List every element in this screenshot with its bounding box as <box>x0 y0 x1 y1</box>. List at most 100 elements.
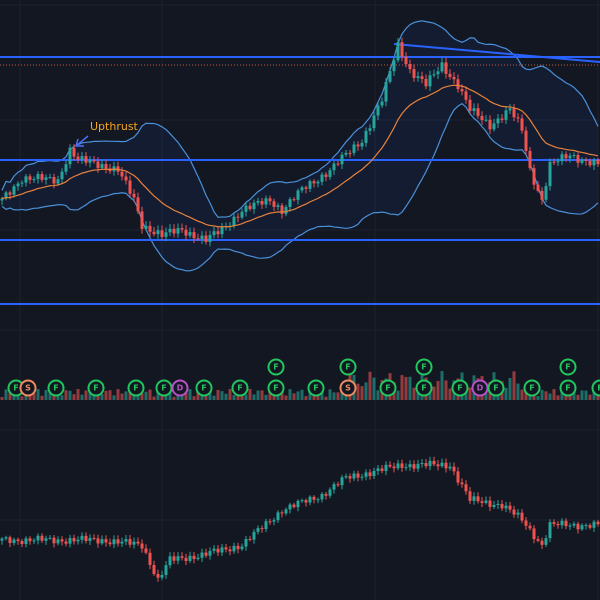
volume-bar <box>448 388 452 400</box>
candle-up <box>80 156 84 160</box>
candle-down <box>468 99 472 111</box>
candle-down <box>160 230 164 237</box>
candle-down <box>96 161 100 169</box>
signal-circle <box>451 379 469 397</box>
candle-down <box>564 520 568 527</box>
candle-down <box>124 176 128 181</box>
candle-up <box>380 101 384 106</box>
signal-circle <box>127 379 145 397</box>
candle-down <box>488 500 492 507</box>
candle-up <box>316 181 320 184</box>
candle-down <box>528 525 532 529</box>
candle-up <box>68 538 72 544</box>
candle-down <box>136 541 140 544</box>
candle-down <box>248 205 252 210</box>
volume-bar <box>376 390 380 400</box>
candle-up <box>36 535 40 541</box>
candle-down <box>52 177 56 184</box>
bollinger-lower <box>1 102 599 272</box>
lower-price-panel <box>0 456 600 582</box>
volume-bar <box>408 376 412 400</box>
candle-up <box>176 228 180 234</box>
candle-down <box>40 535 44 541</box>
candle-up <box>132 541 136 545</box>
volume-bar <box>552 389 556 400</box>
candle-up <box>548 161 552 187</box>
signal-marker-F: F <box>267 358 285 376</box>
candle-down <box>92 160 96 162</box>
candle-up <box>188 555 192 561</box>
volume-bar <box>320 389 324 400</box>
signal-letter: F <box>457 384 462 393</box>
volume-bar <box>204 393 208 400</box>
signal-marker-F: F <box>195 379 213 397</box>
candle-up <box>440 62 444 72</box>
candle-up <box>32 540 36 542</box>
candle-down <box>152 564 156 574</box>
candle-down <box>136 197 140 212</box>
signal-marker-S: S <box>339 379 357 397</box>
candle-down <box>480 115 484 121</box>
signal-letter: F <box>133 384 138 393</box>
candle-down <box>512 509 516 515</box>
candle-down <box>40 174 44 180</box>
volume-bar <box>436 380 440 400</box>
signal-marker-F: F <box>559 358 577 376</box>
candle-up <box>316 499 320 501</box>
candle-down <box>8 537 12 544</box>
volume-bar <box>116 389 120 400</box>
candle-up <box>436 71 440 75</box>
candle-down <box>500 118 504 120</box>
volume-bar <box>324 396 328 400</box>
volume-bar <box>232 395 236 400</box>
candle-up <box>4 192 8 199</box>
volume-bar <box>108 390 112 400</box>
candle-down <box>420 76 424 80</box>
candle-down <box>52 537 56 544</box>
candle-up <box>448 466 452 469</box>
signal-circle <box>87 379 105 397</box>
volume-bar <box>264 394 268 400</box>
candle-down <box>268 521 272 523</box>
candle-down <box>480 501 484 503</box>
candle-up <box>580 525 584 530</box>
candle-down <box>520 512 524 521</box>
candle-up <box>340 154 344 165</box>
volume-bar <box>576 394 580 400</box>
candle-down <box>532 528 536 540</box>
candle-up <box>572 523 576 526</box>
signal-circle <box>559 379 577 397</box>
candle-up <box>360 476 364 478</box>
volume-bar <box>412 387 416 400</box>
volume-bar <box>404 376 408 400</box>
candle-up <box>340 477 344 486</box>
candle-down <box>148 225 152 232</box>
volume-bar <box>216 389 220 400</box>
candle-down <box>172 228 176 234</box>
signal-letter: F <box>273 363 278 372</box>
volume-bar <box>280 390 284 400</box>
volume-bar <box>48 391 52 400</box>
volume-bar <box>128 389 132 400</box>
candle-up <box>384 464 388 471</box>
candle-up <box>496 503 500 505</box>
volume-bar <box>184 392 188 400</box>
candle-up <box>516 512 520 515</box>
candle-down <box>536 184 540 191</box>
candle-down <box>140 543 144 549</box>
candle-up <box>44 177 48 180</box>
volume-bar <box>260 390 264 400</box>
candle-down <box>76 156 80 160</box>
candle-up <box>256 200 260 203</box>
candle-up <box>212 548 216 551</box>
volume-bar <box>104 390 108 400</box>
volume-bar <box>272 393 276 400</box>
signal-marker-D: D <box>171 379 189 397</box>
candle-down <box>596 159 600 165</box>
candle-up <box>0 538 4 541</box>
candle-up <box>232 216 236 226</box>
signal-marker-S: S <box>19 379 37 397</box>
candle-up <box>276 205 280 207</box>
volume-bar <box>224 393 228 400</box>
